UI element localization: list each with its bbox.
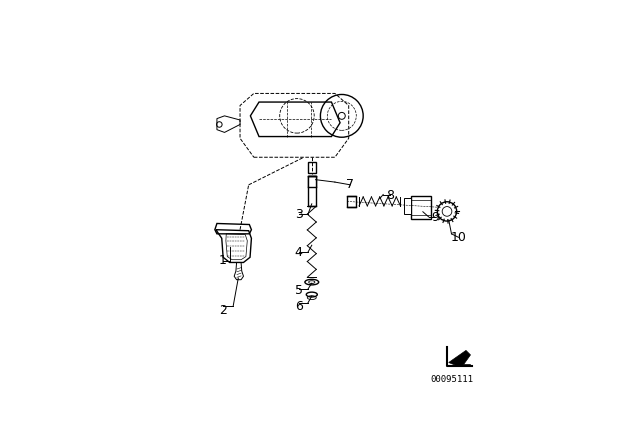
Text: 9: 9 [431,211,439,224]
Polygon shape [449,350,470,366]
Text: 3: 3 [295,208,303,221]
Text: 5: 5 [294,284,303,297]
FancyBboxPatch shape [308,176,316,206]
Text: 4: 4 [295,246,303,258]
Text: 7: 7 [346,178,355,191]
FancyBboxPatch shape [308,176,316,187]
Text: 6: 6 [295,300,303,313]
Text: 8: 8 [386,189,394,202]
Text: 10: 10 [451,231,467,244]
FancyBboxPatch shape [411,195,431,219]
Text: 1: 1 [219,254,227,267]
FancyBboxPatch shape [347,195,356,207]
Text: 2: 2 [219,304,227,317]
FancyBboxPatch shape [404,198,411,214]
Text: 00095111: 00095111 [430,375,473,384]
FancyBboxPatch shape [308,163,316,173]
